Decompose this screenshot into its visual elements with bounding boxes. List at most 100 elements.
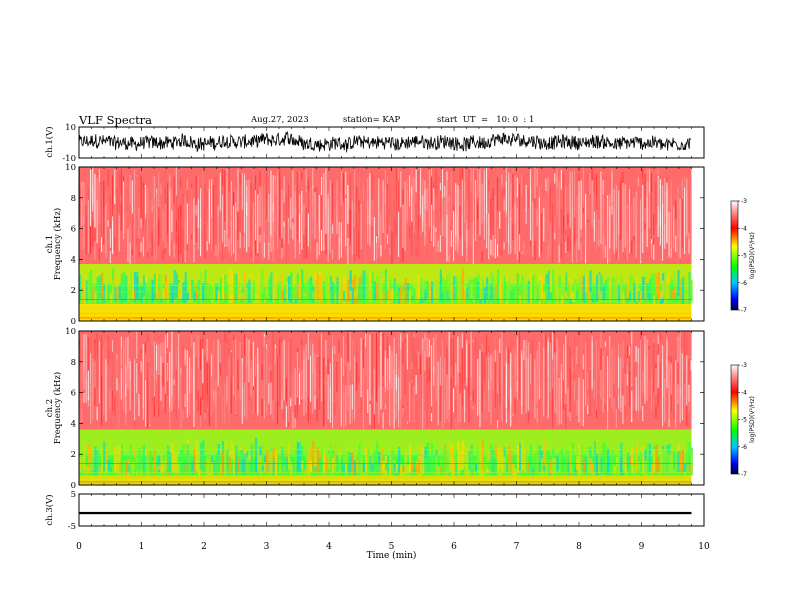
spectrogram-cell <box>103 284 106 303</box>
spectrogram-cell <box>574 465 577 473</box>
spectrogram-cell <box>468 277 471 303</box>
spectrogram-cell <box>114 286 117 302</box>
spectrogram-cell <box>567 337 569 384</box>
spectrogram-cell <box>272 175 274 212</box>
spectrogram-cell <box>145 282 148 304</box>
spectrogram-cell <box>549 274 552 301</box>
spectrogram-cell <box>532 454 535 476</box>
spectrogram-cell <box>505 281 508 301</box>
spectrogram-cell <box>622 395 624 425</box>
spectrogram-cell <box>435 334 437 402</box>
spectrogram-cell <box>336 460 339 471</box>
spectrogram-cell <box>230 197 232 257</box>
spectrogram-cell <box>648 182 650 228</box>
spectrogram-cell <box>668 454 671 475</box>
spectrogram-cell <box>191 279 194 300</box>
spectrogram-cell <box>112 468 115 474</box>
ch3-signal-line <box>79 511 692 515</box>
spectrogram-cell <box>653 295 656 304</box>
spectrogram-cell <box>593 298 596 304</box>
spectrogram-cell <box>563 458 566 471</box>
spectrogram-cell <box>169 191 171 247</box>
spectrogram-cell <box>136 331 138 359</box>
spectrogram-cell <box>576 363 578 419</box>
spectrogram-cell <box>149 358 151 425</box>
spectrogram-cell <box>285 281 288 302</box>
spectrogram-cell <box>686 178 688 235</box>
spectrogram-cell <box>552 388 554 428</box>
spectrogram-cell <box>327 374 329 420</box>
spectrogram-cell <box>499 336 501 405</box>
colorbar-label: log(PSD)(V²/Hz) <box>749 232 756 279</box>
spectrogram-cell <box>127 337 129 368</box>
spectrogram-cell <box>613 356 615 412</box>
spectrogram-cell <box>640 199 642 262</box>
spectrogram-cell <box>270 170 272 236</box>
spectrogram-cell <box>547 449 550 473</box>
spectrogram-cell <box>197 467 200 476</box>
spectrogram-cell <box>325 168 327 234</box>
spectrogram-cell <box>398 331 400 377</box>
spectrogram-cell <box>426 383 428 429</box>
spectrogram-cell <box>488 180 490 214</box>
spectrogram-cell <box>587 338 589 406</box>
spectrogram-cell <box>281 199 283 239</box>
spectrogram-cell <box>296 282 299 299</box>
spectrogram-cell <box>510 388 512 427</box>
spectrogram-cell <box>503 394 505 406</box>
spectrogram-cell <box>662 204 664 261</box>
spectrogram-cell <box>494 350 496 362</box>
spectrogram-cell <box>420 217 422 232</box>
spectrogram-cell <box>343 274 346 304</box>
spectrogram-cell <box>184 204 186 220</box>
spectrogram-cell <box>268 453 271 475</box>
spectrogram-cell <box>345 198 347 247</box>
spectrogram-cell <box>323 176 325 245</box>
spectrogram-cell <box>325 456 328 472</box>
spectrogram-cell <box>127 275 130 302</box>
spectrogram-cell <box>690 450 693 476</box>
spectrogram-cell <box>624 454 627 475</box>
spectrogram-cell <box>332 282 335 304</box>
spectrogram-cell <box>470 377 472 398</box>
spectrogram-cell <box>90 201 92 254</box>
spectrogram-cell <box>492 459 495 475</box>
spectrogram-cell <box>369 225 371 247</box>
spectrogram-cell <box>393 290 396 300</box>
spectrogram-cell <box>567 223 569 237</box>
spectrogram-cell <box>151 230 153 257</box>
spectrogram-cell <box>446 290 449 301</box>
spectrogram-cell <box>233 451 236 475</box>
spectrogram-cell <box>571 171 573 222</box>
spectrogram-cell <box>380 207 382 246</box>
spectrogram-cell <box>131 333 133 403</box>
spectrogram-cell <box>560 370 562 401</box>
spectrogram-cell <box>292 286 295 299</box>
spectrogram-cell <box>424 290 427 301</box>
spectrogram-cell <box>516 273 519 304</box>
spectrogram-cell <box>646 339 648 380</box>
spectrogram-cell <box>411 332 413 397</box>
spectrogram-cell <box>620 275 623 302</box>
spectrogram-cell <box>241 459 244 474</box>
spectrogram-cell <box>202 348 204 384</box>
spectrogram-cell <box>453 374 455 413</box>
spectrogram-cell <box>219 375 221 397</box>
spectrogram-cell <box>356 459 359 473</box>
spectrogram-cell <box>257 194 259 254</box>
spectrogram-cell <box>664 345 666 396</box>
spectrogram-cell <box>648 349 650 396</box>
spectrogram-cell <box>426 442 429 473</box>
spectrogram-cell <box>277 458 280 475</box>
spectrogram-band-2-2 <box>79 429 692 455</box>
spectrogram-cell <box>402 204 404 248</box>
spectrogram-cell <box>226 334 228 376</box>
spectrogram-cell <box>164 456 167 472</box>
spectrogram-cell <box>193 449 196 473</box>
spectrogram-cell <box>288 276 291 301</box>
spectrogram-cell <box>318 275 321 304</box>
spectrogram-cell <box>182 241 184 264</box>
spectrogram-cell <box>158 290 161 301</box>
spectrogram-cell <box>184 195 186 251</box>
spectrogram-cell <box>615 465 618 475</box>
